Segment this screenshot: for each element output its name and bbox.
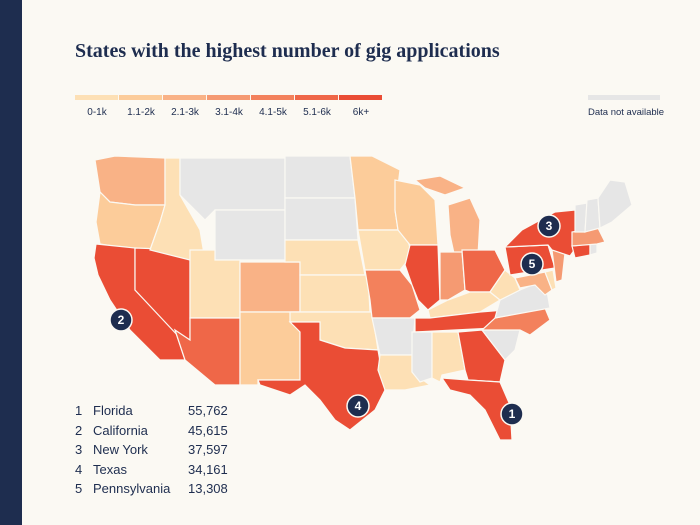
rank-number: 3 xyxy=(75,442,83,458)
rank-marker-4-label: 4 xyxy=(355,399,362,413)
state-ME xyxy=(597,179,633,229)
state-AR xyxy=(371,317,416,356)
state-MI xyxy=(447,197,481,259)
legend-label: 2.1-3k xyxy=(171,107,199,118)
rank-marker-1-label: 1 xyxy=(509,407,516,421)
rank-number: 5 xyxy=(75,481,83,497)
legend-label: 5.1-6k xyxy=(303,107,331,118)
ranking-list: 1 Florida 55,762 2 California 45,615 3 N… xyxy=(75,401,248,499)
rank-marker-5-label: 5 xyxy=(529,257,536,271)
state-MN xyxy=(349,155,401,231)
ranking-row: 3 New York 37,597 xyxy=(75,440,248,460)
state-KS xyxy=(299,274,371,313)
state-CO xyxy=(239,261,301,313)
rank-value: 37,597 xyxy=(188,442,228,458)
legend-label: 0-1k xyxy=(87,107,107,118)
state-RI xyxy=(589,243,598,256)
rank-state-name: Pennsylvania xyxy=(93,481,171,497)
ranking-row: 2 California 45,615 xyxy=(75,421,248,441)
legend-na-label: Data not available xyxy=(588,107,665,118)
rank-number: 2 xyxy=(75,422,83,438)
rank-marker-2: 2 xyxy=(109,308,133,332)
map-title: States with the highest number of gig ap… xyxy=(75,40,500,62)
legend-swatch xyxy=(119,95,162,100)
legend-item: 4.1-5k xyxy=(251,95,295,118)
legend-swatch xyxy=(75,95,118,100)
rank-state-name: California xyxy=(93,422,148,438)
legend-item: 6k+ xyxy=(339,95,383,118)
legend-item: 2.1-3k xyxy=(163,95,207,118)
legend-item: 3.1-4k xyxy=(207,95,251,118)
rank-state-name: New York xyxy=(93,442,148,458)
rank-state-name: Florida xyxy=(93,403,133,419)
legend-swatch xyxy=(163,95,206,100)
state-ND xyxy=(284,155,356,199)
state-SD xyxy=(284,197,359,241)
state-IN xyxy=(439,251,466,301)
legend-swatch xyxy=(295,95,338,100)
legend-item: 5.1-6k xyxy=(295,95,339,118)
rank-marker-1: 1 xyxy=(500,402,524,426)
ranking-row: 1 Florida 55,762 xyxy=(75,401,248,421)
sidebar-stripe xyxy=(0,0,22,525)
legend: 0-1k 1.1-2k 2.1-3k 3.1-4k 4.1-5k 5.1-6k 6k+ xyxy=(75,95,383,118)
rank-marker-3-label: 3 xyxy=(546,219,553,233)
legend-na-swatch xyxy=(588,95,660,100)
rank-value: 55,762 xyxy=(188,403,228,419)
state-UT xyxy=(189,249,241,319)
rank-value: 45,615 xyxy=(188,422,228,438)
state-MI-upper xyxy=(413,175,467,196)
state-MS xyxy=(411,331,433,383)
legend-item: 0-1k xyxy=(75,95,119,118)
rank-marker-3: 3 xyxy=(537,214,561,238)
legend-label: 4.1-5k xyxy=(259,107,287,118)
legend-swatch xyxy=(339,95,382,100)
legend-not-available: Data not available xyxy=(588,95,665,118)
rank-value: 13,308 xyxy=(188,481,228,497)
state-IL xyxy=(404,244,441,311)
rank-marker-5: 5 xyxy=(520,252,544,276)
rank-value: 34,161 xyxy=(188,461,228,477)
legend-label: 1.1-2k xyxy=(127,107,155,118)
legend-label: 6k+ xyxy=(352,107,370,118)
rank-marker-4: 4 xyxy=(346,394,370,418)
state-DE xyxy=(544,269,557,291)
rank-number: 4 xyxy=(75,461,83,477)
legend-item: 1.1-2k xyxy=(119,95,163,118)
state-FL xyxy=(440,377,513,441)
legend-swatch xyxy=(207,95,250,100)
state-MO xyxy=(364,269,421,319)
ranking-row: 5 Pennsylvania 13,308 xyxy=(75,479,248,499)
rank-marker-2-label: 2 xyxy=(118,313,125,327)
rank-number: 1 xyxy=(75,403,83,419)
rank-state-name: Texas xyxy=(93,461,127,477)
legend-swatch xyxy=(251,95,294,100)
state-WY xyxy=(214,209,286,261)
ranking-row: 4 Texas 34,161 xyxy=(75,460,248,480)
legend-label: 3.1-4k xyxy=(215,107,243,118)
